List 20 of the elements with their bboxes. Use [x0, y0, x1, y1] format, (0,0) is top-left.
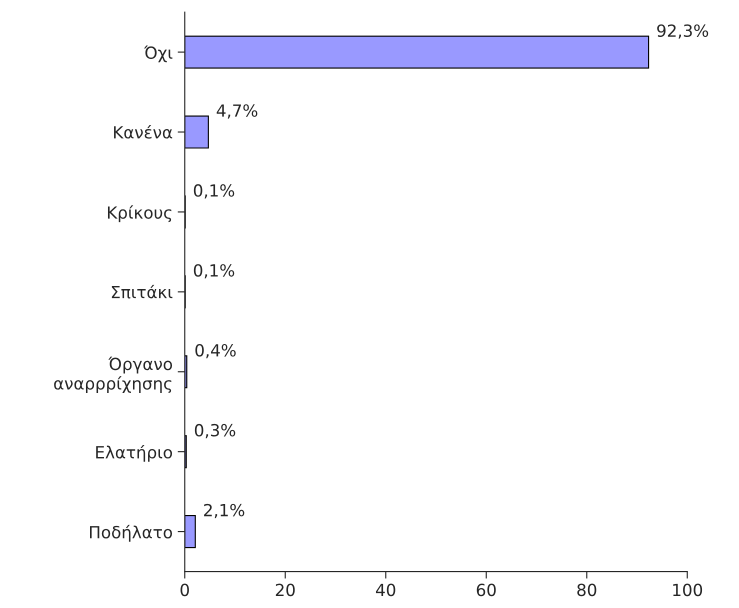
data-label: 0,4%: [195, 344, 236, 358]
data-label: 4,7%: [216, 104, 258, 119]
data-label: 0,1%: [194, 184, 234, 198]
x-tick-label: 20: [276, 584, 295, 596]
y-tick-label: Κανένα: [114, 125, 172, 139]
y-tick-label: Κρίκους: [108, 205, 172, 222]
x-tick-label: 40: [376, 584, 396, 596]
data-label: 0,3%: [194, 424, 236, 438]
y-tick-label: Σπιτάκι: [112, 284, 172, 298]
data-label: 0,1%: [194, 264, 234, 278]
data-label: 2,1%: [204, 504, 244, 518]
y-tick-label: Όργανο αναρρρίχησης: [54, 356, 172, 393]
y-tick-label: Ποδήλατο: [90, 524, 172, 542]
x-tick-label: 60: [476, 584, 496, 596]
x-tick-label: 80: [577, 584, 596, 596]
y-tick-label: Όχι: [144, 45, 172, 62]
x-tick-label: 0: [180, 584, 189, 596]
data-label: 92,3%: [657, 24, 708, 39]
x-tick-label: 100: [673, 584, 702, 596]
y-tick-label: Ελατήριο: [96, 444, 172, 462]
